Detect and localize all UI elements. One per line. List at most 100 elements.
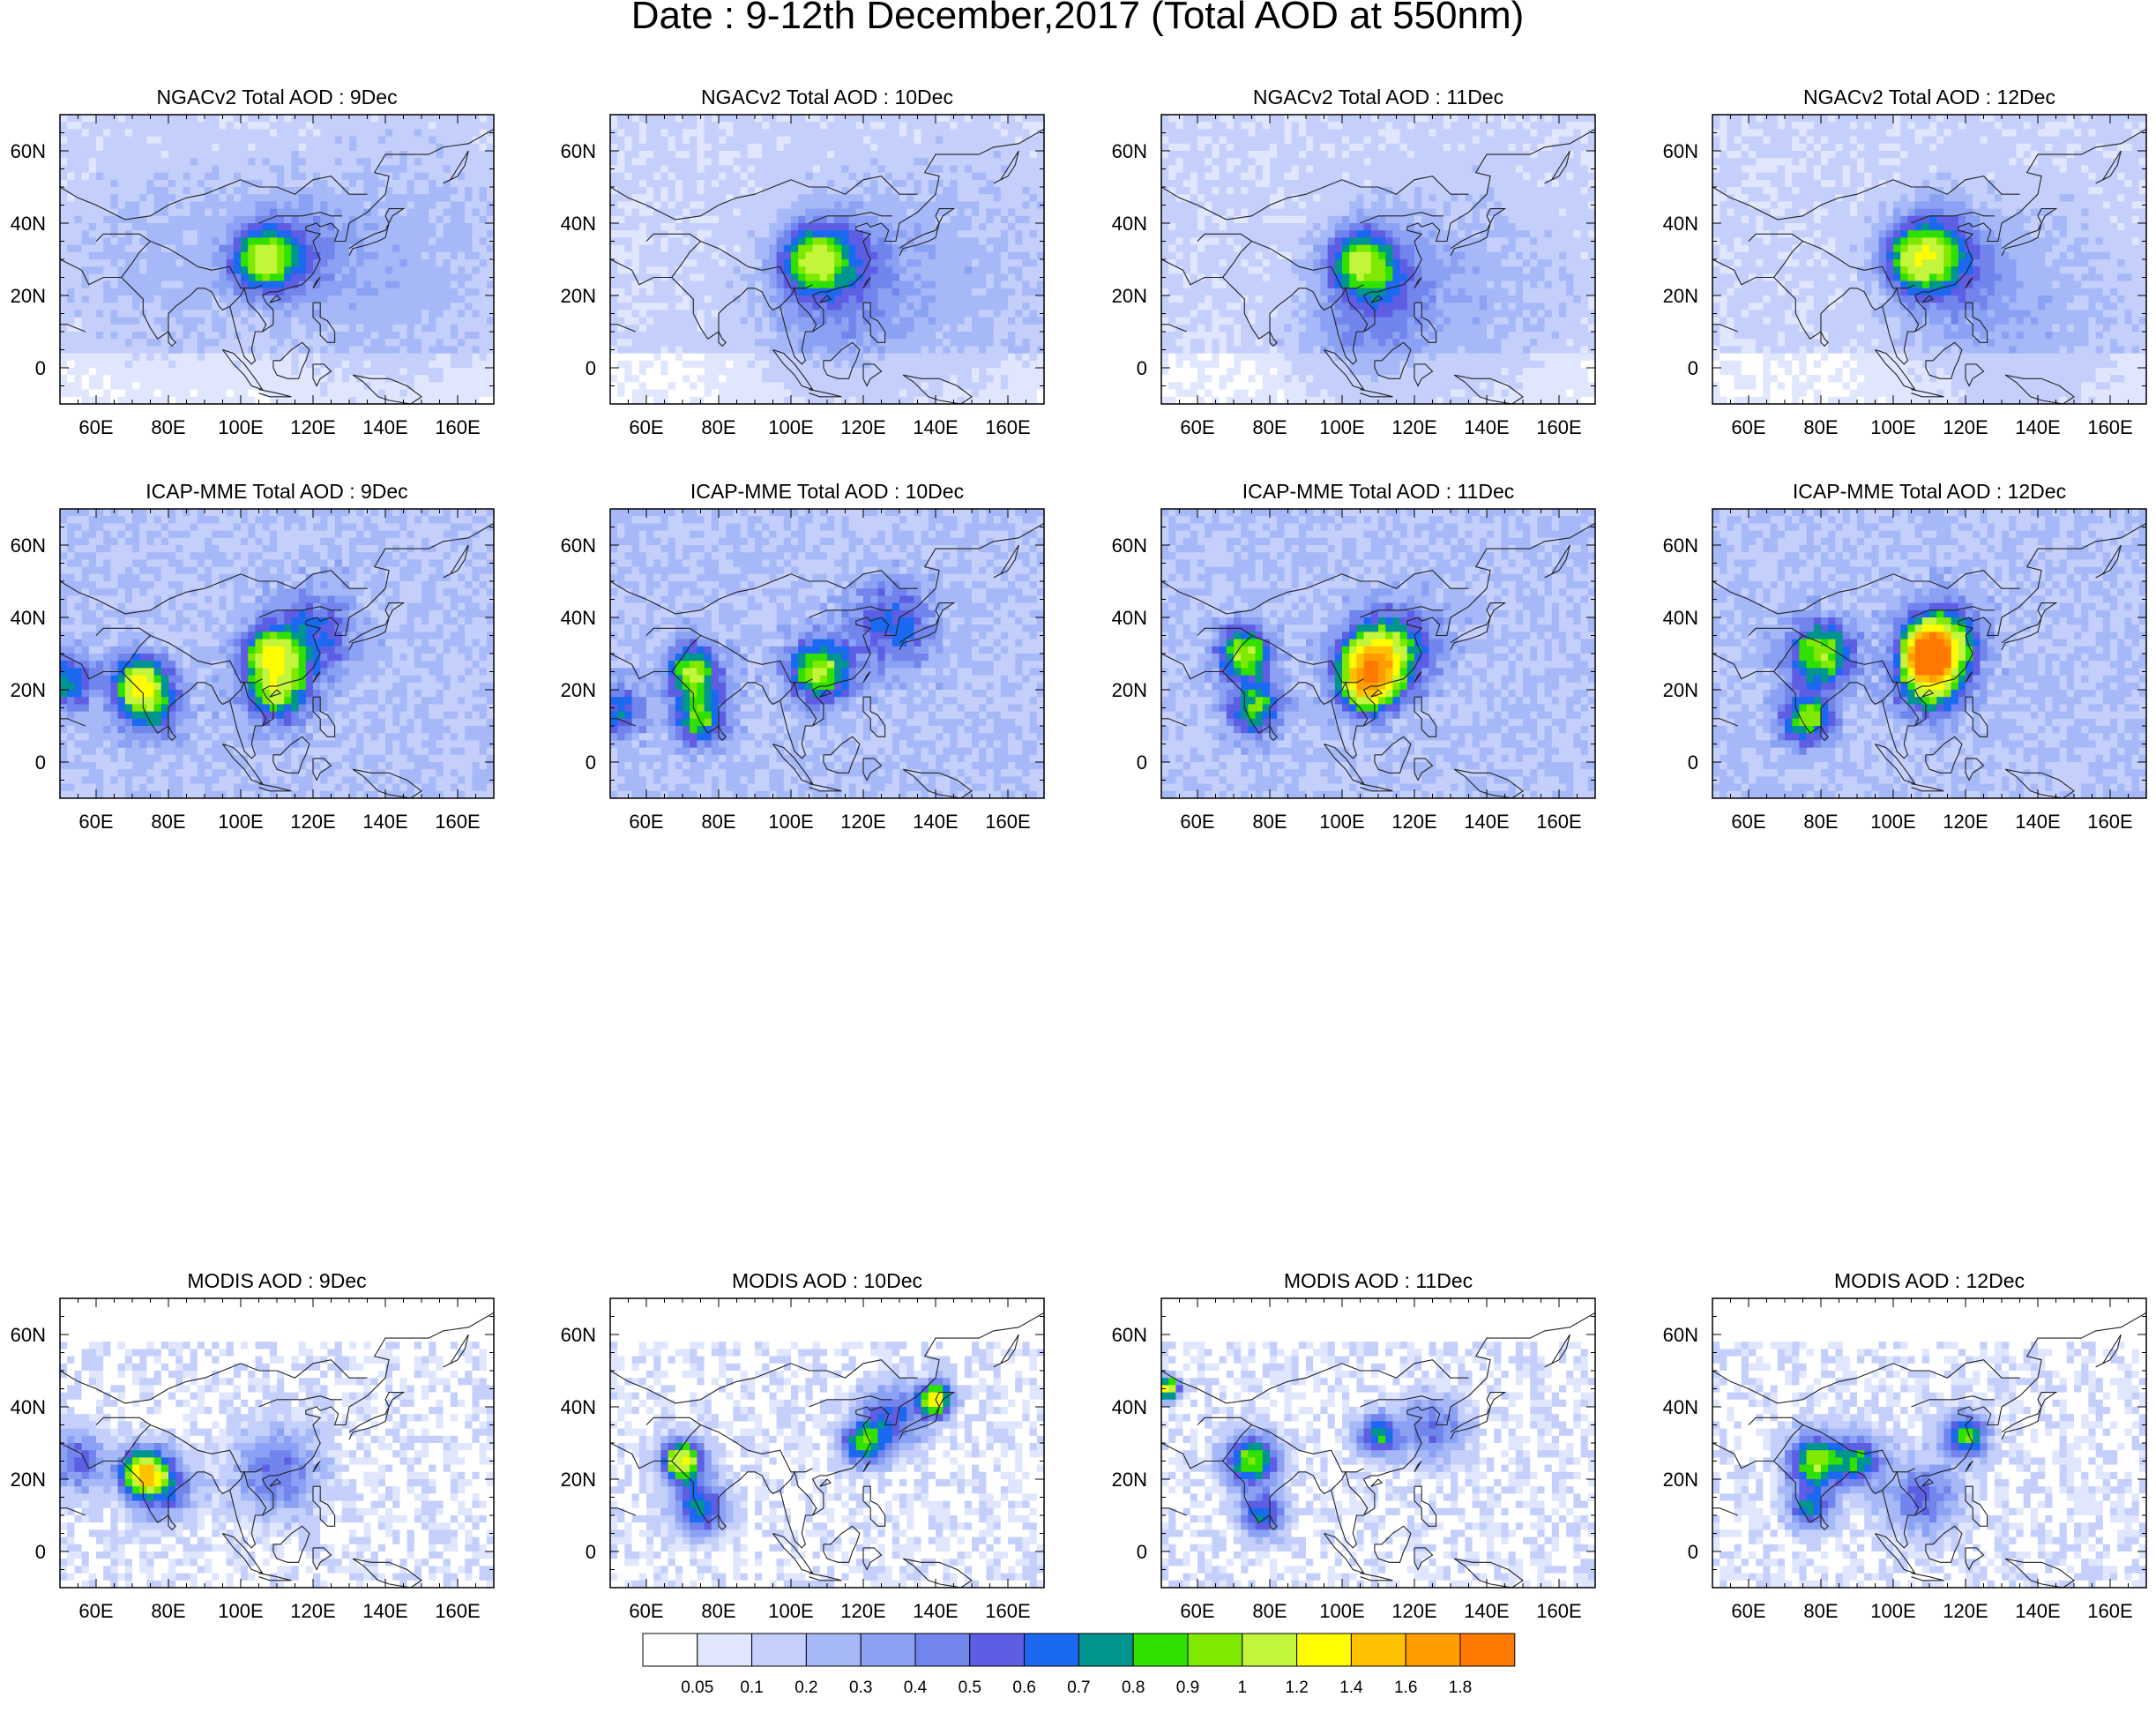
coastline <box>1965 277 1973 289</box>
coastline <box>700 240 749 267</box>
x-tick-label: 120E <box>1943 811 1988 833</box>
colorbar-label: 0.1 <box>740 1678 763 1697</box>
y-tick-label: 60N <box>1112 535 1147 557</box>
coastline <box>1324 1532 1365 1574</box>
coastline <box>1360 1573 1393 1581</box>
coastline <box>1331 1470 1369 1516</box>
y-tick-label: 40N <box>1112 213 1147 235</box>
y-tick-label: 40N <box>11 607 46 629</box>
x-tick-label: 80E <box>701 1600 735 1622</box>
coastline <box>1965 302 1988 343</box>
coastline <box>1882 681 1920 727</box>
panel-6: 60E 80E 100E 120E 140E 160E 60N 40N 20N 0 ICAP-MME… <box>561 480 1045 833</box>
coastline <box>1965 671 1973 684</box>
y-tick-label: 60N <box>1112 1324 1147 1346</box>
coastline <box>1849 1449 1915 1473</box>
coastline <box>1911 783 1944 792</box>
coastline <box>1161 176 1469 221</box>
coastline <box>1374 1525 1412 1563</box>
coastline <box>1331 681 1369 727</box>
x-tick-label: 60E <box>1731 1600 1765 1622</box>
coastline <box>1820 1514 1829 1531</box>
coastline <box>222 743 264 785</box>
y-tick-label: 20N <box>11 679 46 701</box>
coastline <box>1544 544 1570 579</box>
coastline <box>1965 1485 1988 1527</box>
x-tick-label: 80E <box>1803 416 1838 438</box>
coastline <box>95 1417 152 1462</box>
panel-11: 60E 80E 100E 120E 140E 160E 60N 40N 20N 0 MODIS AO… <box>1112 1269 1596 1622</box>
coastline <box>1453 1558 1524 1588</box>
coastline <box>1450 208 1507 257</box>
coastline <box>902 768 973 798</box>
panel-title: NGACv2 Total AOD : 11Dec <box>1253 86 1503 108</box>
y-tick-label: 20N <box>561 285 596 307</box>
panel-title: MODIS AOD : 12Dec <box>1834 1269 2025 1292</box>
aod-field <box>60 1298 494 1588</box>
x-tick-label: 160E <box>985 811 1030 833</box>
coastline <box>862 363 883 387</box>
coastline <box>1414 1547 1434 1571</box>
coastline <box>95 233 152 278</box>
colorbar-label: 1.4 <box>1339 1678 1363 1697</box>
x-tick-label: 120E <box>1391 1600 1436 1622</box>
coastline <box>258 212 342 224</box>
x-tick-label: 60E <box>629 416 663 438</box>
x-tick-label: 100E <box>1319 811 1364 833</box>
x-tick-label: 60E <box>1180 416 1214 438</box>
x-tick-label: 120E <box>290 1600 335 1622</box>
coastline <box>1921 689 1935 698</box>
coastline <box>772 1532 814 1574</box>
x-tick-label: 80E <box>701 416 735 438</box>
colorbar-label: 1.2 <box>1285 1678 1308 1697</box>
coastline <box>1370 1478 1384 1487</box>
coastline <box>1802 240 1851 267</box>
x-tick-label: 80E <box>151 1600 185 1622</box>
coastline <box>1921 295 1935 303</box>
coastline <box>610 176 918 221</box>
x-tick-label: 60E <box>78 416 113 438</box>
x-tick-label: 160E <box>2087 416 2132 438</box>
coastline <box>809 389 842 398</box>
coastline <box>645 233 702 278</box>
coastline <box>1544 150 1570 184</box>
coastline <box>312 302 336 343</box>
coastline <box>1269 331 1278 348</box>
y-tick-label: 60N <box>561 535 596 557</box>
coastline <box>809 606 892 618</box>
colorbar-swatch <box>1024 1633 1079 1667</box>
coastline <box>862 696 886 737</box>
colorbar-swatch <box>860 1633 916 1667</box>
y-tick-label: 40N <box>11 1396 46 1418</box>
coastline <box>258 783 292 792</box>
x-tick-label: 60E <box>1180 1600 1214 1622</box>
coastline <box>902 374 973 404</box>
x-tick-label: 100E <box>768 416 813 438</box>
coastline <box>443 150 469 184</box>
y-tick-label: 60N <box>11 140 46 162</box>
y-tick-label: 40N <box>1663 1396 1698 1418</box>
panel-title: ICAP-MME Total AOD : 9Dec <box>145 480 407 503</box>
y-tick-label: 0 <box>1688 357 1698 379</box>
x-tick-label: 100E <box>218 1600 263 1622</box>
panel-5: 60E 80E 100E 120E 140E 160E 60N 40N 20N 0 ICAP-MME… <box>11 480 495 833</box>
y-tick-label: 40N <box>561 213 596 235</box>
x-tick-label: 140E <box>913 1600 958 1622</box>
panel-10: 60E 80E 100E 120E 140E 160E 60N 40N 20N 0 MODIS AO… <box>561 1269 1045 1622</box>
coastline <box>60 176 368 221</box>
coastline <box>1324 743 1365 785</box>
x-tick-label: 160E <box>2087 811 2132 833</box>
aod-field <box>60 115 494 404</box>
coastline <box>1414 363 1434 387</box>
x-tick-label: 100E <box>1870 1600 1915 1622</box>
coastline <box>1298 1449 1364 1473</box>
x-tick-label: 80E <box>701 811 735 833</box>
x-tick-label: 100E <box>218 416 263 438</box>
coastline <box>312 1461 321 1473</box>
coastline <box>1360 212 1444 224</box>
x-tick-label: 80E <box>151 416 185 438</box>
y-tick-label: 60N <box>1663 535 1698 557</box>
coastline <box>348 1392 406 1440</box>
x-tick-label: 160E <box>435 811 480 833</box>
panel-4: 60E 80E 100E 120E 140E 160E 60N 40N 20N 0 NGACv2 T… <box>1663 86 2147 438</box>
